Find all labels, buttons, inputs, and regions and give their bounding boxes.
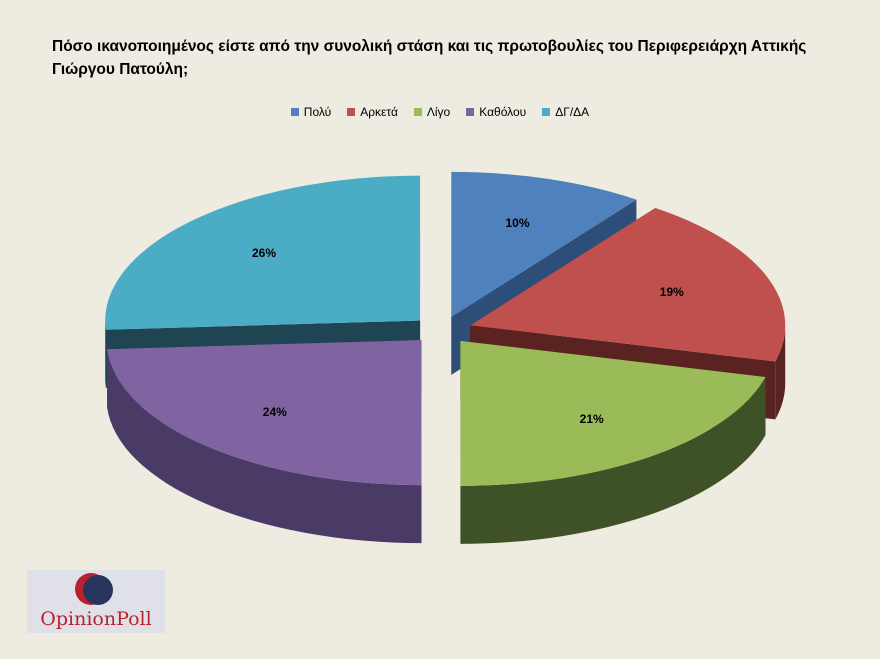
slice-data-label: 19%	[660, 285, 684, 299]
opinionpoll-logo: OpinionPoll	[27, 570, 165, 633]
slice-outer-wall	[460, 377, 766, 544]
pie-slice: 24%	[107, 340, 422, 544]
legend-label: Αρκετά	[360, 105, 398, 119]
logo-text: OpinionPoll	[40, 608, 152, 630]
legend-label: Καθόλου	[479, 105, 527, 119]
legend-item: ΔΓ/ΔΑ	[542, 105, 589, 119]
legend-item: Λίγο	[413, 105, 451, 119]
slice-top	[105, 175, 421, 330]
slice-top	[107, 340, 422, 486]
legend-item: Αρκετά	[347, 105, 398, 119]
slice-top	[460, 340, 766, 486]
legend-swatch	[413, 108, 422, 116]
slice-data-label: 26%	[252, 246, 276, 260]
slice-top	[470, 208, 786, 362]
legend-item: Καθόλου	[466, 105, 526, 119]
logo-blue-circle-icon	[83, 575, 113, 605]
slice-outer-wall	[105, 320, 106, 388]
legend-label: Λίγο	[426, 105, 451, 119]
slice-top	[451, 171, 637, 317]
legend-swatch	[466, 108, 475, 116]
slice-data-label: 21%	[580, 412, 604, 426]
legend-swatch	[347, 108, 356, 116]
legend: Πολύ Αρκετά Λίγο Καθόλου ΔΓ/ΔΑ	[0, 105, 880, 119]
legend-label: ΔΓ/ΔΑ	[555, 105, 590, 119]
pie-slice: 21%	[460, 340, 766, 544]
slice-outer-wall	[775, 325, 786, 420]
legend-label: Πολύ	[303, 105, 332, 119]
chart-title: Πόσο ικανοποιημένος είστε από την συνολι…	[52, 38, 807, 78]
slice-outer-wall	[107, 349, 422, 544]
legend-item: Πολύ	[290, 105, 332, 119]
legend-swatch	[290, 108, 299, 116]
legend-swatch	[542, 108, 551, 116]
slice-data-label: 24%	[263, 405, 287, 419]
slice-data-label: 10%	[505, 216, 529, 230]
